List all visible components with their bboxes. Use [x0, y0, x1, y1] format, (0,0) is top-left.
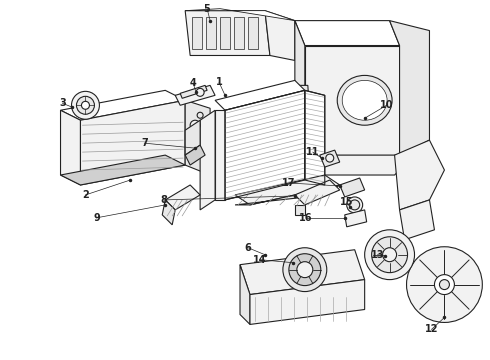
Polygon shape — [295, 21, 305, 155]
Polygon shape — [320, 150, 340, 167]
Text: 12: 12 — [425, 324, 438, 334]
Polygon shape — [295, 90, 305, 110]
Circle shape — [371, 237, 408, 273]
Circle shape — [440, 280, 449, 289]
Polygon shape — [295, 21, 399, 45]
Ellipse shape — [337, 75, 392, 125]
Polygon shape — [345, 210, 367, 227]
Text: 7: 7 — [141, 138, 147, 148]
Polygon shape — [305, 45, 399, 155]
Text: 4: 4 — [190, 78, 196, 88]
Polygon shape — [295, 205, 305, 215]
Polygon shape — [220, 17, 230, 49]
Polygon shape — [185, 145, 205, 165]
Circle shape — [365, 230, 415, 280]
Polygon shape — [180, 85, 207, 98]
Polygon shape — [240, 265, 250, 324]
Text: 3: 3 — [59, 98, 66, 108]
Polygon shape — [235, 185, 340, 205]
Polygon shape — [399, 200, 435, 240]
Polygon shape — [185, 120, 200, 155]
Text: 8: 8 — [161, 195, 168, 205]
Circle shape — [190, 120, 200, 130]
Circle shape — [297, 262, 313, 278]
Text: 17: 17 — [282, 178, 295, 188]
Polygon shape — [235, 175, 340, 205]
Polygon shape — [298, 85, 310, 115]
Circle shape — [347, 197, 363, 213]
Circle shape — [197, 112, 203, 118]
Circle shape — [81, 101, 90, 109]
Polygon shape — [200, 110, 215, 210]
Polygon shape — [265, 11, 295, 60]
Polygon shape — [394, 140, 444, 210]
Circle shape — [350, 200, 360, 210]
Polygon shape — [390, 21, 429, 155]
Circle shape — [326, 154, 334, 162]
Circle shape — [283, 248, 327, 292]
Circle shape — [72, 91, 99, 119]
Text: 16: 16 — [299, 213, 313, 223]
Polygon shape — [248, 17, 258, 49]
Circle shape — [383, 248, 396, 262]
Ellipse shape — [342, 80, 387, 120]
Circle shape — [289, 254, 321, 285]
Polygon shape — [215, 110, 225, 200]
Polygon shape — [61, 155, 185, 185]
Polygon shape — [185, 100, 210, 175]
Polygon shape — [192, 17, 202, 49]
Circle shape — [190, 145, 200, 155]
Text: 9: 9 — [93, 213, 100, 223]
Polygon shape — [80, 100, 185, 185]
Polygon shape — [225, 90, 305, 200]
Text: 10: 10 — [380, 100, 393, 110]
Polygon shape — [185, 9, 295, 21]
Polygon shape — [305, 90, 325, 185]
Text: 13: 13 — [371, 250, 384, 260]
Text: 6: 6 — [245, 243, 251, 253]
Polygon shape — [61, 110, 80, 185]
Polygon shape — [240, 250, 365, 294]
Polygon shape — [215, 80, 305, 110]
Text: 14: 14 — [253, 255, 267, 265]
Polygon shape — [175, 85, 215, 105]
Polygon shape — [340, 178, 365, 197]
Polygon shape — [206, 17, 216, 49]
Text: 11: 11 — [306, 147, 319, 157]
Text: 15: 15 — [340, 197, 353, 207]
Circle shape — [407, 247, 482, 323]
Circle shape — [435, 275, 454, 294]
Polygon shape — [61, 90, 185, 120]
Polygon shape — [162, 200, 175, 225]
Polygon shape — [185, 11, 270, 55]
Circle shape — [76, 96, 95, 114]
Polygon shape — [165, 185, 200, 210]
Text: 1: 1 — [216, 77, 222, 87]
Text: 5: 5 — [204, 4, 211, 14]
Polygon shape — [250, 280, 365, 324]
Text: 2: 2 — [82, 190, 89, 200]
Circle shape — [196, 88, 204, 96]
Polygon shape — [295, 180, 340, 205]
Polygon shape — [300, 140, 429, 175]
Polygon shape — [234, 17, 244, 49]
